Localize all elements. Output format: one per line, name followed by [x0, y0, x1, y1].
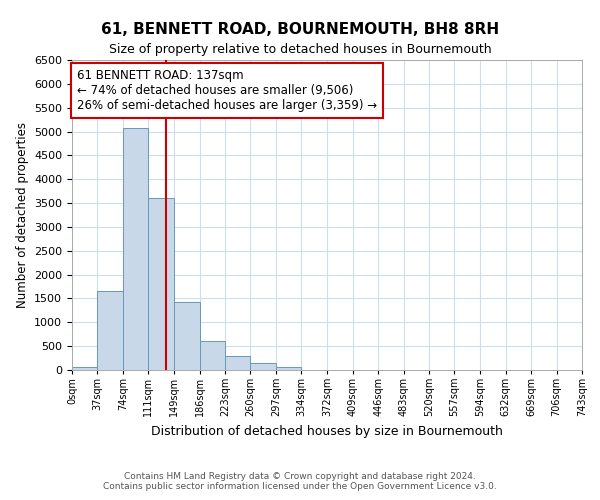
Text: Size of property relative to detached houses in Bournemouth: Size of property relative to detached ho… — [109, 42, 491, 56]
Text: Contains HM Land Registry data © Crown copyright and database right 2024.: Contains HM Land Registry data © Crown c… — [124, 472, 476, 481]
Bar — [200, 341, 225, 370]
Y-axis label: Number of detached properties: Number of detached properties — [16, 122, 29, 308]
Bar — [97, 292, 123, 370]
Text: Contains public sector information licensed under the Open Government Licence v3: Contains public sector information licen… — [103, 482, 497, 491]
Bar — [250, 363, 276, 370]
Bar — [174, 302, 200, 370]
Bar — [276, 367, 301, 370]
Bar — [225, 356, 250, 370]
Bar — [148, 198, 174, 370]
X-axis label: Distribution of detached houses by size in Bournemouth: Distribution of detached houses by size … — [151, 425, 503, 438]
Text: 61, BENNETT ROAD, BOURNEMOUTH, BH8 8RH: 61, BENNETT ROAD, BOURNEMOUTH, BH8 8RH — [101, 22, 499, 38]
Bar — [123, 128, 148, 370]
Text: 61 BENNETT ROAD: 137sqm
← 74% of detached houses are smaller (9,506)
26% of semi: 61 BENNETT ROAD: 137sqm ← 74% of detache… — [77, 70, 377, 112]
Bar — [72, 367, 97, 370]
